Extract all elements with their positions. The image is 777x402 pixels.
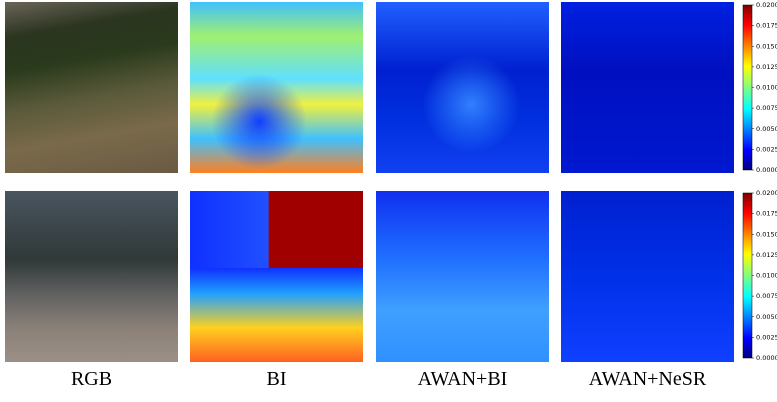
colorbar (743, 5, 752, 170)
colorbars: 0.0000 0.0025 0.0050 0.0075 0.0100 0.0125 0.01… (0, 0, 777, 402)
tick-label: 0.0175 (756, 210, 777, 218)
figure: RGB BI AWAN+BI AWAN+NeSR 0.00000.00250.0… (0, 0, 777, 402)
tick-label: 0.0100 (756, 84, 777, 92)
tick-label: 0.0200 (756, 189, 777, 197)
tick-label: 0.0000 (756, 354, 777, 362)
tick-label: 0.0050 (756, 125, 777, 133)
tick-label: 0.0100 (756, 272, 777, 280)
tick-label: 0.0075 (756, 104, 777, 112)
tick-label: 0.0075 (756, 292, 777, 300)
tick-label: 0.0175 (756, 22, 777, 30)
colorbar (743, 193, 752, 358)
tick-label: 0.0200 (756, 1, 777, 9)
tick-label: 0.0050 (756, 313, 777, 321)
tick-label: 0.0125 (756, 251, 777, 259)
tick-label: 0.0125 (756, 63, 777, 71)
tick-label: 0.0000 (756, 166, 777, 174)
tick-label: 0.0150 (756, 42, 777, 50)
tick-label: 0.0150 (756, 230, 777, 238)
tick-label: 0.0025 (756, 333, 777, 341)
tick-label: 0.0025 (756, 145, 777, 153)
